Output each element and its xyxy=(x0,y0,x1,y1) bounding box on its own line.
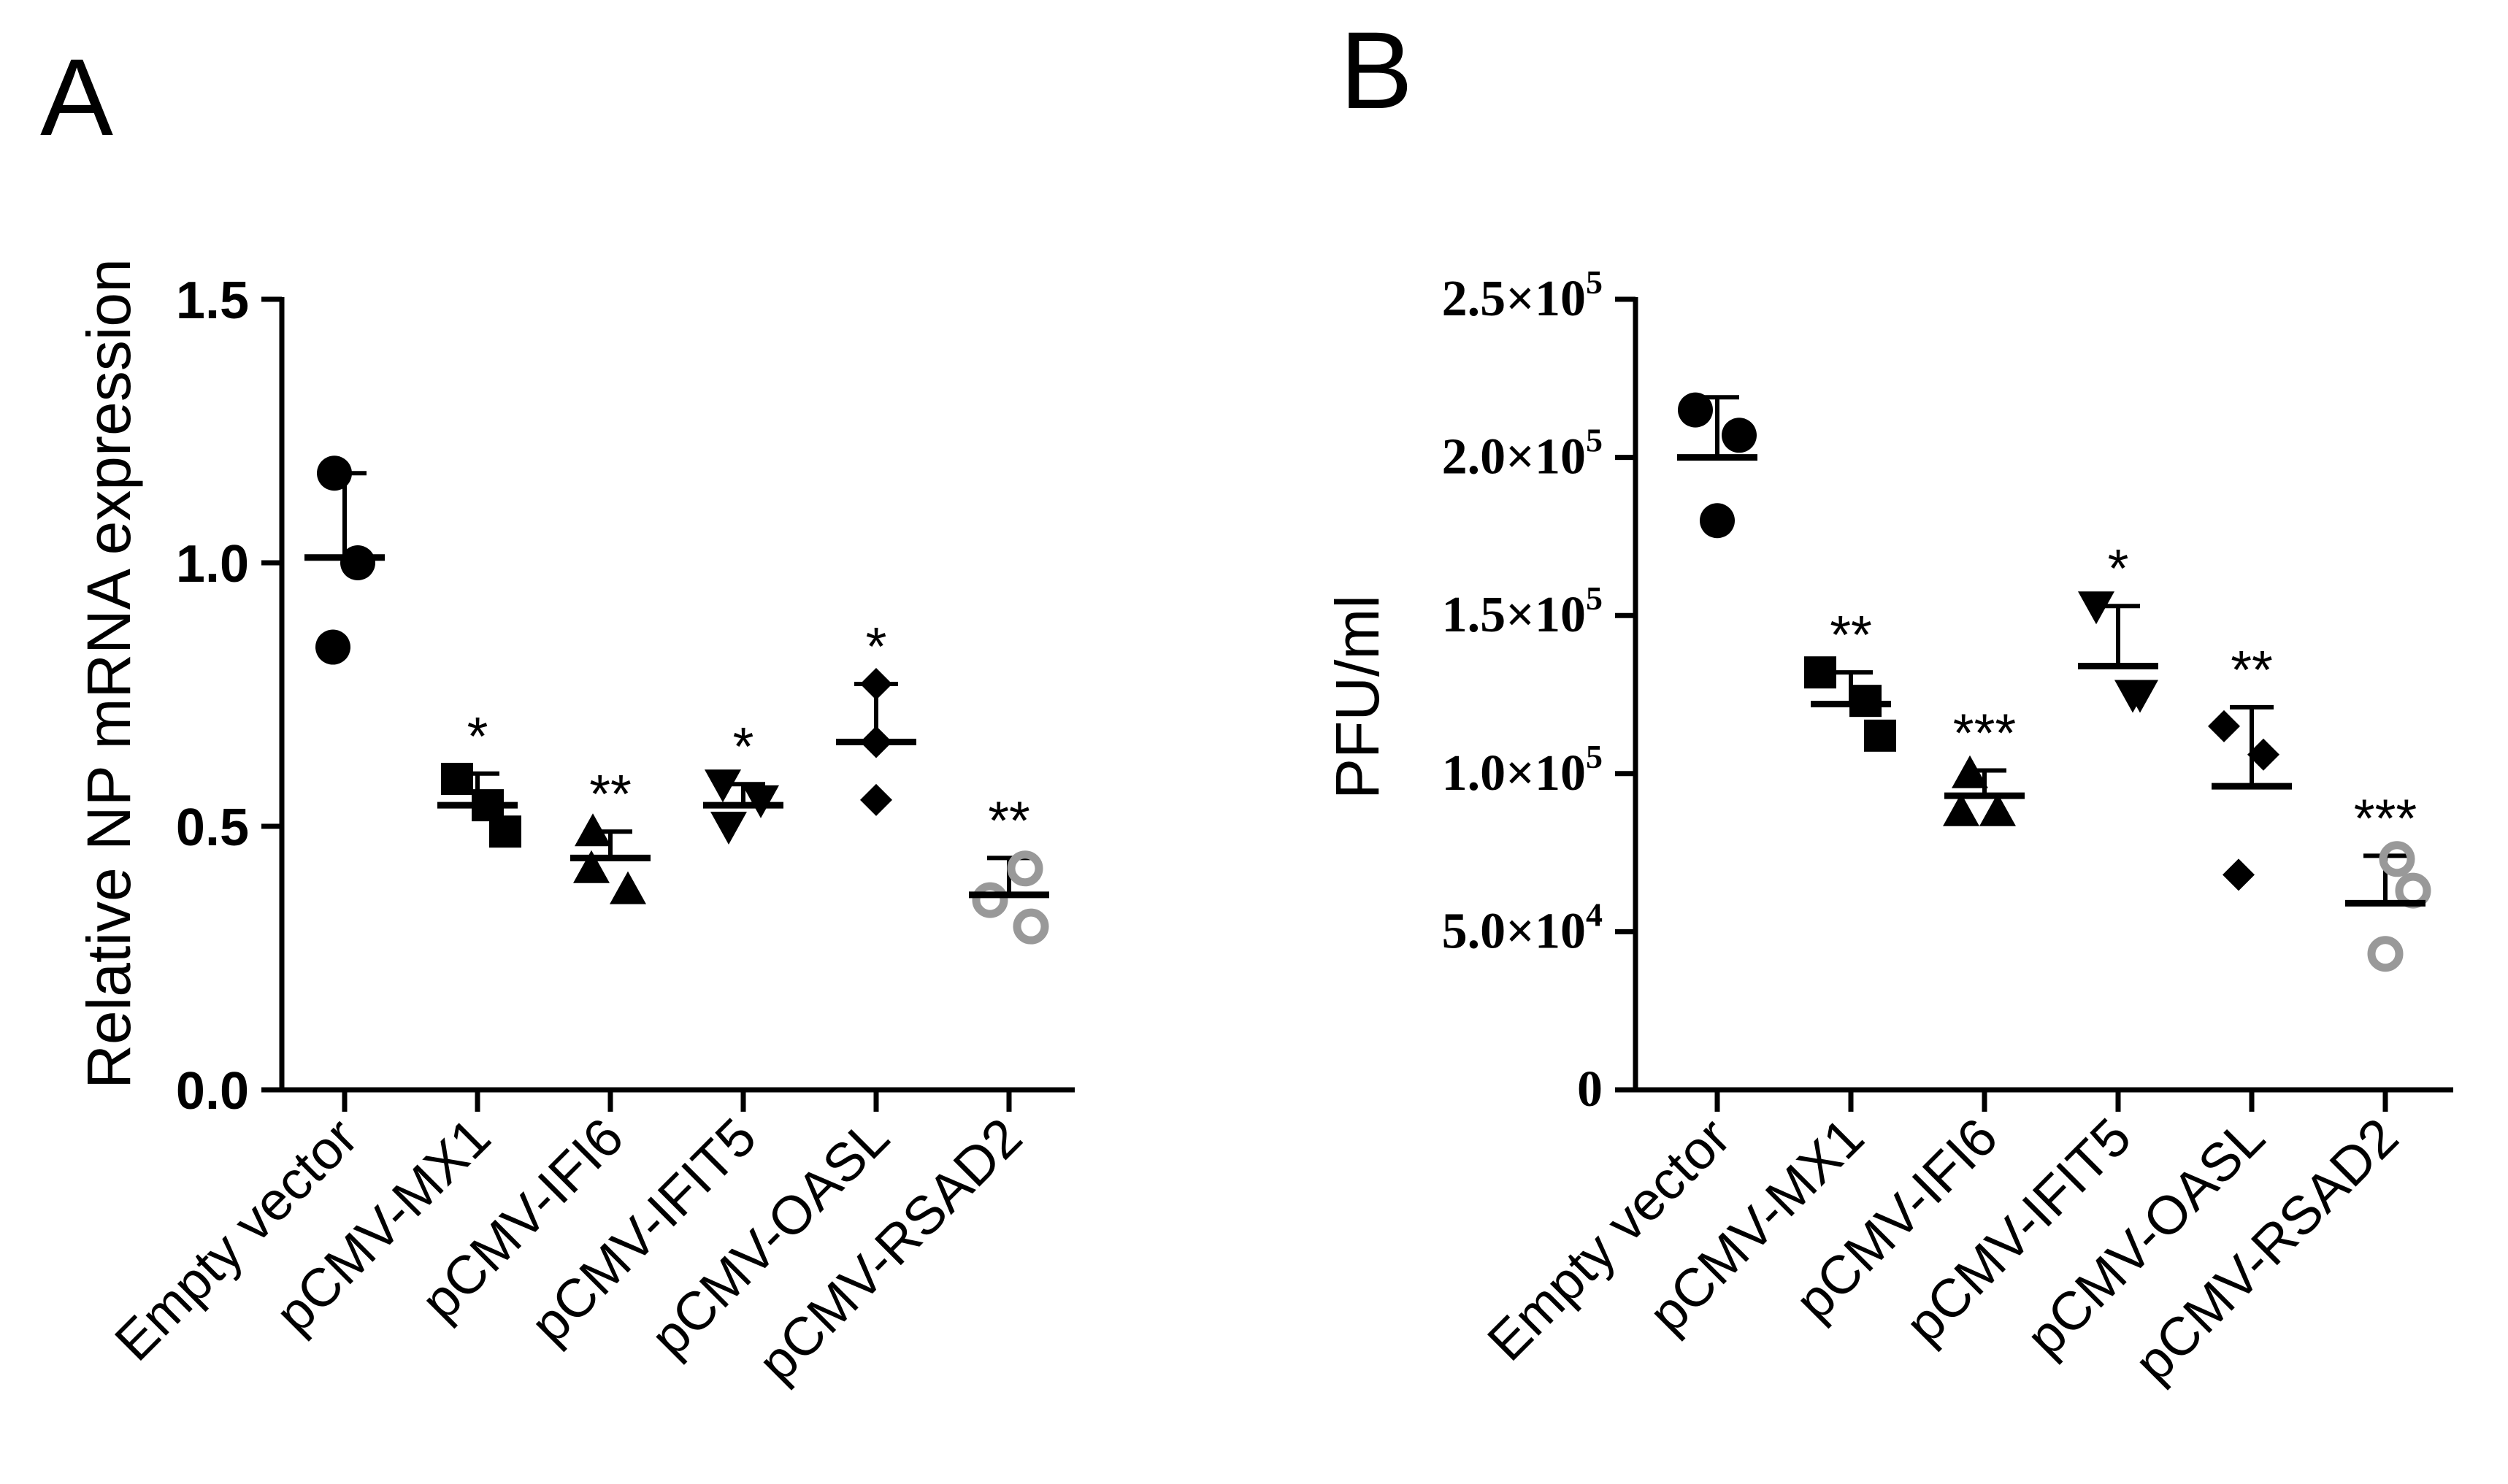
data-point xyxy=(860,783,892,816)
panel-b: B PFU/ml 05.0×1041.0×1051.5×1052.0×1052.… xyxy=(1323,9,2453,1393)
panel-a: A Relative NP mRNA expression 0.0 0.5 1.0 1… xyxy=(40,36,1075,1393)
y-tick-exponent: 5 xyxy=(1586,422,1603,459)
y-tick-mantissa: 1.0×10 xyxy=(1442,745,1586,801)
data-point xyxy=(2114,680,2151,713)
y-tick-exponent: 4 xyxy=(1586,896,1603,933)
y-tick-label: 0.0 xyxy=(176,1062,249,1120)
y-tick-mantissa: 1.5×10 xyxy=(1442,587,1586,643)
y-tick-label: 1.0 xyxy=(176,535,249,593)
y-tick-mantissa: 2.0×10 xyxy=(1442,429,1586,485)
y-tick-exponent: 5 xyxy=(1586,738,1603,775)
significance-label: ** xyxy=(1830,604,1872,665)
data-point xyxy=(1864,719,1896,752)
significance-label: * xyxy=(866,616,887,677)
significance-label: ** xyxy=(2231,639,2273,700)
data-point xyxy=(441,763,473,796)
panel-a-label: A xyxy=(40,36,113,158)
significance-label: * xyxy=(733,716,754,777)
y-tick-label: 2.5×105 xyxy=(1442,264,1603,327)
y-tick-exponent: 5 xyxy=(1586,264,1603,301)
data-point xyxy=(2208,710,2240,742)
y-tick-label: 0 xyxy=(1577,1061,1603,1118)
panel-a-y-axis-label: Relative NP mRNA expression xyxy=(74,258,143,1089)
data-point xyxy=(743,785,779,818)
data-point xyxy=(573,850,610,883)
data-point xyxy=(1979,793,2016,826)
y-tick-mantissa: 0 xyxy=(1577,1061,1603,1118)
data-point xyxy=(1804,656,1836,689)
data-point xyxy=(610,871,646,904)
data-point xyxy=(860,668,892,701)
data-point xyxy=(710,812,747,845)
data-point xyxy=(705,769,741,803)
data-point xyxy=(340,545,375,580)
data-point xyxy=(489,815,521,848)
data-point xyxy=(1952,755,1988,788)
panel-b-plot: 05.0×1041.0×1051.5×1052.0×1052.5×105Empt… xyxy=(1442,264,2453,1393)
significance-label: ** xyxy=(589,764,632,824)
y-tick-exponent: 5 xyxy=(1586,580,1603,617)
data-point xyxy=(1007,850,1043,887)
y-tick-mantissa: 5.0×10 xyxy=(1442,903,1586,959)
y-tick-label: 2.0×105 xyxy=(1442,422,1603,485)
data-point xyxy=(2367,936,2404,972)
y-tick-label: 0.5 xyxy=(176,799,249,857)
data-point xyxy=(317,455,352,491)
data-point xyxy=(575,813,611,847)
data-point xyxy=(1943,793,1979,826)
data-point xyxy=(1722,418,1757,453)
data-point xyxy=(2078,591,2114,625)
y-tick-label: 5.0×104 xyxy=(1442,896,1603,959)
data-point xyxy=(1678,392,1713,428)
data-point xyxy=(2379,841,2415,877)
data-point xyxy=(315,629,350,665)
significance-label: ** xyxy=(988,790,1030,850)
data-point xyxy=(1013,908,1049,945)
significance-label: * xyxy=(2108,538,2129,599)
significance-label: *** xyxy=(1953,702,2016,763)
y-tick-label: 1.5×105 xyxy=(1442,580,1603,643)
y-tick-label: 1.5 xyxy=(176,272,249,330)
data-point xyxy=(2247,738,2279,771)
data-point xyxy=(972,882,1008,918)
data-point xyxy=(2223,858,2255,891)
data-point xyxy=(1700,503,1735,539)
significance-label: *** xyxy=(2354,788,2417,848)
panel-b-label: B xyxy=(1340,9,1413,131)
y-tick-mantissa: 2.5×10 xyxy=(1442,271,1586,327)
y-tick-label: 1.0×105 xyxy=(1442,738,1603,801)
panel-b-y-axis-label: PFU/ml xyxy=(1323,595,1392,799)
significance-label: * xyxy=(467,706,488,766)
